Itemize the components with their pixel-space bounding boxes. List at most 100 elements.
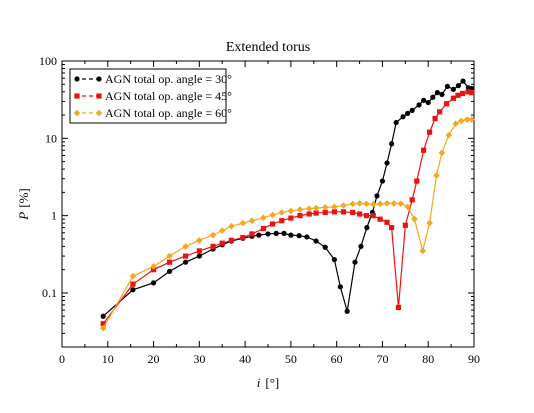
data-point [411, 215, 418, 223]
series-2 [100, 89, 475, 327]
data-point [269, 221, 276, 227]
data-point [395, 304, 402, 311]
data-point [296, 233, 302, 239]
x-tick-label: 40 [239, 352, 251, 366]
data-point [129, 272, 137, 280]
data-point [370, 213, 376, 219]
data-point [228, 222, 235, 230]
data-point [166, 259, 173, 265]
data-point [393, 119, 399, 126]
data-point [322, 209, 328, 216]
data-point [426, 219, 433, 227]
series-line-solid [102, 91, 472, 325]
data-point [196, 253, 202, 259]
data-point [150, 263, 157, 270]
data-point [400, 114, 406, 120]
data-point [437, 109, 443, 115]
data-point [321, 204, 329, 211]
data-point [439, 91, 445, 97]
data-point [469, 90, 475, 96]
data-point [425, 99, 431, 106]
data-point [150, 280, 157, 286]
legend-marker [95, 109, 103, 117]
data-point [397, 200, 405, 207]
data-point [443, 101, 450, 107]
data-point [331, 203, 338, 211]
data-point [344, 308, 350, 314]
data-point [352, 259, 358, 265]
data-point [166, 268, 173, 275]
legend-label: AGN total op. angle = 30° [105, 72, 232, 86]
data-point [455, 92, 461, 98]
series-layer [99, 78, 476, 332]
legend-marker [73, 109, 81, 117]
data-point [463, 116, 471, 123]
data-point [100, 321, 106, 327]
data-point [450, 86, 456, 92]
data-point [312, 204, 320, 212]
data-point [421, 147, 427, 153]
data-point [279, 218, 285, 224]
data-point [358, 243, 364, 250]
x-axis-label: i [°] [257, 375, 279, 390]
data-point [278, 209, 286, 216]
data-point [273, 230, 279, 236]
data-point [390, 200, 398, 207]
legend-label: AGN total op. angle = 60° [105, 106, 232, 120]
data-point [377, 216, 383, 222]
legend-entry: AGN total op. angle = 45° [74, 89, 232, 103]
data-point [433, 172, 440, 179]
data-point [384, 219, 390, 225]
data-point [384, 160, 390, 166]
data-point [383, 200, 391, 207]
x-tick-label: 20 [148, 352, 160, 366]
x-tick-label: 30 [193, 352, 205, 366]
data-point [379, 178, 386, 184]
data-point [210, 243, 216, 250]
data-point [331, 257, 337, 263]
data-point [240, 234, 246, 241]
data-point [130, 287, 136, 293]
data-point [356, 200, 363, 207]
data-point [363, 200, 370, 208]
data-point [182, 243, 189, 250]
data-point [260, 225, 267, 232]
data-point [421, 97, 427, 103]
data-point [457, 117, 465, 125]
data-point [432, 115, 438, 122]
series-3 [99, 116, 476, 332]
data-point [402, 222, 408, 228]
data-point [322, 244, 328, 250]
data-point [444, 83, 451, 89]
data-point [209, 231, 217, 239]
data-point [363, 213, 370, 219]
data-point [404, 203, 411, 211]
data-point [183, 253, 189, 259]
data-point [455, 83, 462, 89]
x-tick-label: 10 [102, 352, 114, 366]
data-point [166, 252, 173, 260]
data-point [239, 219, 247, 227]
data-point [196, 236, 203, 244]
data-point [460, 78, 466, 84]
data-point [99, 324, 107, 332]
data-point [313, 238, 319, 244]
chart-title: Extended torus [226, 40, 310, 55]
y-axis-label: P [%] [16, 188, 31, 220]
data-point [304, 234, 310, 240]
data-point [414, 178, 420, 184]
legend-marker [74, 76, 80, 82]
data-point [438, 149, 446, 157]
data-point [340, 202, 347, 209]
x-axis-label-variable: i [257, 375, 261, 390]
data-point [364, 225, 370, 231]
data-point [405, 110, 411, 117]
data-point [356, 211, 363, 217]
x-axis-label-unit: [°] [265, 375, 279, 390]
data-point [219, 240, 225, 246]
data-point [369, 201, 377, 208]
legend-marker [96, 76, 102, 82]
data-point [306, 211, 312, 217]
data-point [419, 247, 427, 255]
legend: AGN total op. angle = 30° AGN total op. a… [69, 68, 232, 124]
